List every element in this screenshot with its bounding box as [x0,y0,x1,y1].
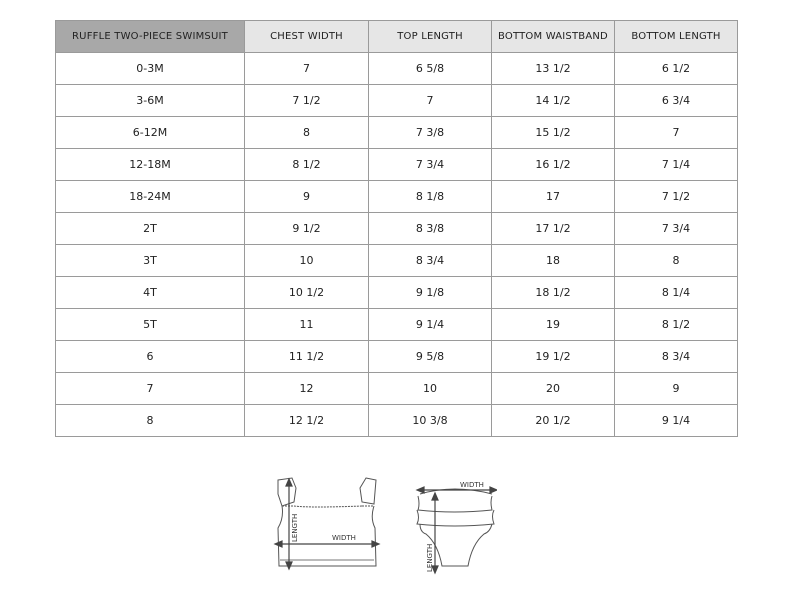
header-row: RUFFLE TWO-PIECE SWIMSUIT CHEST WIDTH TO… [55,20,738,53]
cell-top-length: 8 1/8 [368,180,492,213]
cell-chest-width: 12 [244,372,369,405]
table-row: 3T 10 8 3/4 18 8 [55,244,738,277]
cell-bottom-waistband: 16 1/2 [491,148,615,181]
bottom-diagram: WIDTH LENGTH [415,481,497,575]
cell-bottom-length: 8 1/4 [614,276,738,309]
header-chest-width: CHEST WIDTH [244,20,369,53]
cell-bottom-waistband: 14 1/2 [491,84,615,117]
table-row: 5T 11 9 1/4 19 8 1/2 [55,308,738,341]
cell-size: 2T [55,212,245,245]
header-product: RUFFLE TWO-PIECE SWIMSUIT [55,20,245,53]
cell-chest-width: 10 [244,244,369,277]
cell-chest-width: 11 1/2 [244,340,369,373]
cell-chest-width: 11 [244,308,369,341]
top-width-label: WIDTH [332,534,356,542]
cell-chest-width: 9 [244,180,369,213]
cell-size: 7 [55,372,245,405]
cell-bottom-length: 8 [614,244,738,277]
cell-top-length: 6 5/8 [368,52,492,85]
cell-size: 0-3M [55,52,245,85]
cell-chest-width: 10 1/2 [244,276,369,309]
cell-bottom-length: 7 1/4 [614,148,738,181]
table-row: 8 12 1/2 10 3/8 20 1/2 9 1/4 [55,404,738,437]
cell-bottom-length: 6 1/2 [614,52,738,85]
cell-size: 18-24M [55,180,245,213]
cell-bottom-length: 7 [614,116,738,149]
cell-chest-width: 8 [244,116,369,149]
size-chart-table: RUFFLE TWO-PIECE SWIMSUIT CHEST WIDTH TO… [55,20,738,437]
cell-size: 4T [55,276,245,309]
cell-bottom-waistband: 18 [491,244,615,277]
cell-bottom-waistband: 17 [491,180,615,213]
cell-top-length: 7 3/8 [368,116,492,149]
cell-size: 12-18M [55,148,245,181]
cell-top-length: 7 3/4 [368,148,492,181]
table-row: 18-24M 9 8 1/8 17 7 1/2 [55,180,738,213]
cell-bottom-waistband: 13 1/2 [491,52,615,85]
top-length-label: LENGTH [291,514,299,542]
cell-bottom-length: 7 3/4 [614,212,738,245]
cell-size: 5T [55,308,245,341]
table-row: 3-6M 7 1/2 7 14 1/2 6 3/4 [55,84,738,117]
cell-bottom-waistband: 20 [491,372,615,405]
cell-bottom-waistband: 20 1/2 [491,404,615,437]
table-row: 6 11 1/2 9 5/8 19 1/2 8 3/4 [55,340,738,373]
header-bottom-length: BOTTOM LENGTH [614,20,738,53]
cell-chest-width: 12 1/2 [244,404,369,437]
cell-bottom-length: 9 1/4 [614,404,738,437]
cell-chest-width: 7 [244,52,369,85]
cell-chest-width: 8 1/2 [244,148,369,181]
cell-top-length: 8 3/4 [368,244,492,277]
table-row: 12-18M 8 1/2 7 3/4 16 1/2 7 1/4 [55,148,738,181]
ruffle-layer-1 [417,495,493,513]
cell-size: 6-12M [55,116,245,149]
cell-bottom-length: 6 3/4 [614,84,738,117]
cell-top-length: 9 1/4 [368,308,492,341]
cell-size: 6 [55,340,245,373]
cell-size: 3-6M [55,84,245,117]
table-row: 7 12 10 20 9 [55,372,738,405]
cell-bottom-length: 8 3/4 [614,340,738,373]
table-row: 6-12M 8 7 3/8 15 1/2 7 [55,116,738,149]
bottom-width-label: WIDTH [460,481,484,489]
cell-top-length: 10 [368,372,492,405]
header-top-length: TOP LENGTH [368,20,492,53]
cell-top-length: 9 5/8 [368,340,492,373]
cell-bottom-waistband: 18 1/2 [491,276,615,309]
cell-top-length: 7 [368,84,492,117]
cell-top-length: 10 3/8 [368,404,492,437]
bottom-length-label: LENGTH [426,544,434,572]
cell-top-length: 8 3/8 [368,212,492,245]
cell-chest-width: 9 1/2 [244,212,369,245]
cell-bottom-waistband: 17 1/2 [491,212,615,245]
right-ruffle-strap [359,477,377,505]
table-row: 4T 10 1/2 9 1/8 18 1/2 8 1/4 [55,276,738,309]
cell-size: 3T [55,244,245,277]
table-row: 0-3M 7 6 5/8 13 1/2 6 1/2 [55,52,738,85]
top-diagram: LENGTH WIDTH [273,477,381,571]
cell-top-length: 9 1/8 [368,276,492,309]
cell-bottom-length: 8 1/2 [614,308,738,341]
cell-bottom-length: 9 [614,372,738,405]
cell-bottom-waistband: 19 [491,308,615,341]
left-ruffle-strap [277,477,297,507]
cell-chest-width: 7 1/2 [244,84,369,117]
ruffle-layer-2 [416,509,495,527]
cell-size: 8 [55,404,245,437]
table-row: 2T 9 1/2 8 3/8 17 1/2 7 3/4 [55,212,738,245]
header-bottom-waistband: BOTTOM WAISTBAND [491,20,615,53]
cell-bottom-length: 7 1/2 [614,180,738,213]
cell-bottom-waistband: 15 1/2 [491,116,615,149]
cell-bottom-waistband: 19 1/2 [491,340,615,373]
